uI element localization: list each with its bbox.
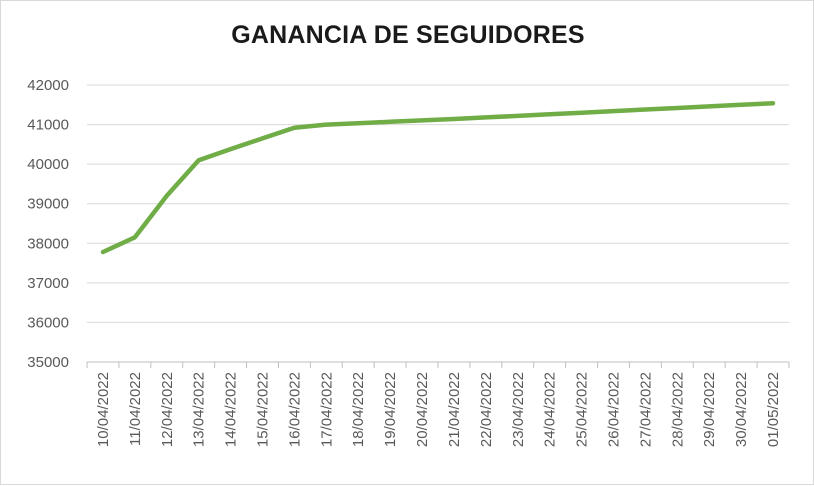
x-tick-label: 13/04/2022 — [191, 372, 208, 447]
x-tick-label: 28/04/2022 — [669, 372, 686, 447]
x-tick-label: 14/04/2022 — [223, 372, 240, 447]
x-tick-label: 25/04/2022 — [574, 372, 591, 447]
y-tick-label: 42000 — [27, 77, 69, 94]
y-tick-label: 35000 — [27, 354, 69, 371]
x-tick-label: 26/04/2022 — [606, 372, 623, 447]
x-tick-label: 17/04/2022 — [318, 372, 335, 447]
y-tick-label: 37000 — [27, 275, 69, 292]
x-tick-label: 01/05/2022 — [765, 372, 782, 447]
y-tick-label: 36000 — [27, 314, 69, 331]
x-tick-label: 22/04/2022 — [478, 372, 495, 447]
x-tick-label: 21/04/2022 — [446, 372, 463, 447]
x-axis: 10/04/2022 11/04/2022 12/04/2022 13/04/2022… — [87, 362, 789, 447]
series-line-0 — [103, 103, 773, 252]
x-tick-label: 16/04/2022 — [286, 372, 303, 447]
y-tick-label: 40000 — [27, 156, 69, 173]
x-tick-label: 29/04/2022 — [701, 372, 718, 447]
y-tick-label: 39000 — [27, 196, 69, 213]
x-tick-label: 30/04/2022 — [733, 372, 750, 447]
y-tick-label: 41000 — [27, 117, 69, 134]
y-axis-ticks: 35000 36000 37000 38000 39000 40000 41000 42000 — [27, 77, 69, 371]
x-tick-label: 24/04/2022 — [542, 372, 559, 447]
x-tick-label: 15/04/2022 — [255, 372, 272, 447]
x-tick-label: 11/04/2022 — [127, 372, 144, 446]
x-tick-label: 19/04/2022 — [382, 372, 399, 447]
x-tick-label: 27/04/2022 — [637, 372, 654, 447]
x-tick-label: 23/04/2022 — [510, 372, 527, 447]
x-tick-label: 18/04/2022 — [350, 372, 367, 447]
y-tick-label: 38000 — [27, 235, 69, 252]
x-tick-label: 12/04/2022 — [159, 372, 176, 447]
x-tick-label: 10/04/2022 — [95, 372, 112, 447]
series-layer — [103, 103, 773, 252]
x-tick-label: 20/04/2022 — [414, 372, 431, 447]
